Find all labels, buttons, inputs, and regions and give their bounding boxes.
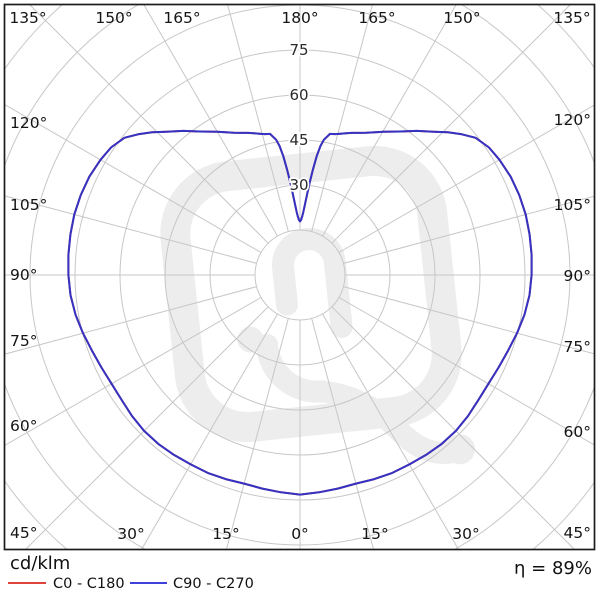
angle-label: 135°: [553, 9, 590, 27]
grid-spoke-60: [338, 297, 595, 446]
angle-label: 45°: [10, 524, 37, 542]
angle-label: 30°: [452, 525, 479, 543]
grid-spoke-330: [140, 313, 278, 550]
grid-spoke-30: [322, 313, 460, 550]
grid-spoke-225: [28, 4, 269, 244]
angle-label: 105°: [554, 196, 591, 214]
grid-spoke-105: [343, 195, 595, 264]
angle-label: 165°: [358, 9, 395, 27]
angle-label: 120°: [554, 111, 591, 129]
grid-spoke-315: [24, 306, 269, 550]
angle-label: 0°: [291, 525, 309, 543]
angle-label: 60°: [564, 423, 591, 441]
grid-spoke-45: [331, 306, 576, 550]
grid-spoke-195: [227, 4, 289, 232]
angle-label: 165°: [163, 9, 200, 27]
chart-frame: [3, 3, 596, 551]
angle-label: 150°: [95, 9, 132, 27]
angle-label: 120°: [10, 114, 47, 132]
angle-label: 30°: [117, 525, 144, 543]
legend-swatch-c90-c270: [130, 582, 167, 584]
grid-spoke-300: [4, 297, 262, 447]
legend-swatch-c0-c180: [8, 582, 46, 584]
radial-tick-label: 60: [289, 86, 308, 104]
angle-label: 15°: [361, 525, 388, 543]
grid-spoke-15: [311, 318, 375, 550]
angle-label: 90°: [10, 266, 37, 284]
efficiency-label: η = 89%: [514, 558, 592, 579]
legend-label-c0-c180: C0 - C180: [53, 576, 125, 592]
angle-label: 60°: [10, 417, 37, 435]
legend-label-c90-c270: C90 - C270: [173, 576, 254, 592]
grid-spoke-240: [4, 103, 262, 253]
grid-spoke-135: [331, 4, 572, 244]
angle-label: 75°: [10, 332, 37, 350]
radial-tick-label: 30: [289, 176, 308, 194]
angle-label: 15°: [212, 525, 239, 543]
radial-tick-labels: 30 45 60 75: [288, 39, 311, 196]
angle-label: 135°: [9, 9, 46, 27]
angle-label: 75°: [564, 338, 591, 356]
angle-label: 45°: [564, 524, 591, 542]
radial-tick-label: 45: [289, 131, 308, 149]
angle-label: 180°: [281, 9, 318, 27]
unit-label: cd/klm: [10, 553, 71, 574]
angle-labels: 135° 150° 165° 180° 165° 150° 135° 120° 105° 90° 7…: [9, 9, 591, 543]
angle-label: 150°: [443, 9, 480, 27]
angle-label: 105°: [10, 196, 47, 214]
curve-C90-C270: [67, 129, 533, 496]
watermark-logo: [160, 145, 476, 465]
grid-spoke-255: [4, 195, 257, 264]
grid-spoke-285: [4, 286, 257, 355]
grid-spoke-210: [143, 4, 278, 237]
grid-spoke-150: [322, 4, 457, 237]
radial-tick-label: 75: [289, 41, 308, 59]
grid-spoke-345: [225, 318, 289, 550]
grid-spoke-120: [338, 104, 595, 253]
angle-label: 90°: [564, 267, 591, 285]
grid-spoke-75: [343, 286, 595, 355]
grid-spoke-165: [311, 4, 373, 232]
